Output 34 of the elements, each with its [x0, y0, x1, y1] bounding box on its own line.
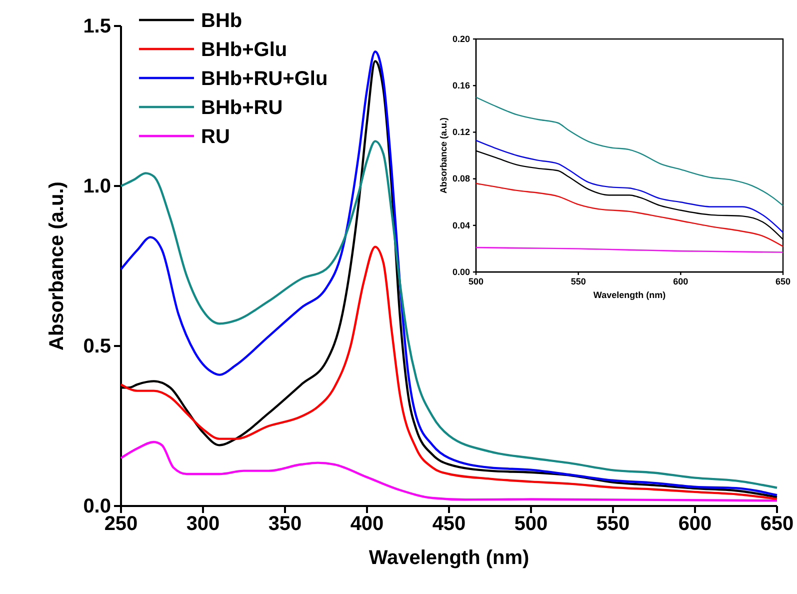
x-tick-label: 600: [678, 513, 712, 536]
x-tick-label: 350: [268, 513, 302, 536]
line-series: [475, 182, 784, 247]
y-tick-label: 0.12: [452, 127, 470, 138]
y-tick-label: 0.16: [452, 80, 470, 90]
x-tick-label: 550: [596, 513, 630, 536]
y-tick-label: 0.20: [452, 34, 470, 44]
legend-label: BHb+Glu: [201, 39, 288, 61]
x-tick-label: 450: [432, 513, 466, 536]
x-tick-label: 650: [775, 276, 791, 286]
y-axis-title: Absorbance (a.u.): [438, 117, 448, 194]
legend-label: RU: [201, 126, 230, 148]
y-tick-label: 0.5: [83, 335, 111, 358]
y-axis-title: Absorbance (a.u.): [46, 182, 68, 350]
x-tick-label: 400: [350, 513, 384, 536]
y-tick-label: 0.08: [452, 174, 470, 184]
x-tick-label: 500: [514, 513, 548, 536]
x-axis-title: Wavelength (nm): [593, 290, 666, 300]
legend-label: BHb+RU: [201, 97, 283, 119]
x-tick-label: 500: [468, 276, 484, 286]
legend-label: BHb+RU+Glu: [201, 68, 328, 90]
x-tick-label: 650: [760, 513, 794, 536]
x-tick-label: 300: [186, 513, 220, 536]
x-tick-label: 600: [673, 276, 688, 286]
y-tick-label: 0.04: [452, 220, 470, 230]
x-axis-title: Wavelength (nm): [368, 547, 530, 569]
y-tick-label: 1.5: [83, 15, 111, 38]
y-tick-label: 1.0: [83, 175, 111, 198]
y-tick-label: 0.00: [452, 266, 470, 277]
line-series: [475, 96, 784, 206]
legend-label: BHb: [201, 10, 242, 32]
line-series: [120, 440, 778, 502]
line-series: [475, 140, 784, 233]
x-tick-label: 550: [570, 276, 586, 286]
